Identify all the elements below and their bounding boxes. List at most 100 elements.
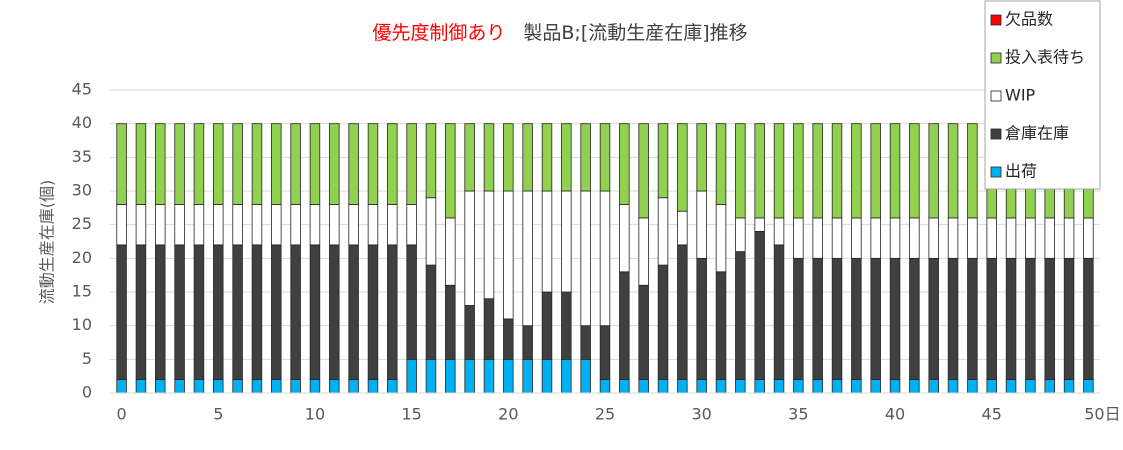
bar-segment [599,325,611,380]
legend-marker [990,90,1002,102]
bar-segment [387,244,398,380]
bar-segment [232,204,243,246]
bar-segment [406,244,417,360]
y-tick-label: 30 [72,181,92,200]
bar-segment [928,123,939,219]
bar-segment [812,257,823,380]
bar-segment [483,298,495,360]
bar-segment [773,123,785,219]
bar-segment [870,379,881,394]
bar-segment [271,123,282,205]
bar-segment [271,244,282,380]
bar-segment [348,244,359,380]
x-tick-label: 40 [885,405,905,424]
bar-segment [174,244,185,380]
bar-segment [889,217,901,259]
bar-segment [1044,257,1055,380]
bar-segment [1063,217,1075,259]
bar-segment [889,379,901,394]
bar-segment [232,379,243,394]
bar-segment [174,204,185,246]
bar-segment [947,257,959,380]
bar-segment [1083,217,1094,259]
bar-segment [909,123,920,219]
bar-segment [580,123,591,192]
x-tick-label: 15 [401,405,421,424]
y-tick-label: 10 [72,315,92,334]
bar-segment [309,244,321,380]
bar-segment [1005,257,1017,380]
bar-segment [155,123,166,205]
y-tick-label: 0 [82,383,92,402]
bar-segment [367,204,379,246]
bar-segment [1063,379,1075,394]
bar-segment [619,123,630,205]
bar-segment [464,123,475,192]
bar-segment [947,217,959,259]
bar-segment [754,379,765,394]
bar-segment [696,123,707,192]
x-tick-label: 20 [498,405,518,424]
y-tick-label: 5 [82,349,92,368]
bar-segment [561,291,572,360]
bar-segment [967,257,978,380]
bar-segment [503,318,514,360]
bar-segment [251,123,263,205]
bar-segment [986,217,997,259]
bar-segment [135,379,147,394]
bar-segment [638,217,649,286]
bar-segment [503,190,514,320]
bar-segment [599,123,611,192]
bar-segment [967,379,978,394]
bar-segment [793,379,804,394]
bar-segment [638,284,649,380]
bar-segment [464,358,475,394]
bar-segment [213,204,224,246]
bar-segment [406,204,417,246]
x-tick-label: 35 [788,405,808,424]
bar-segment [116,204,127,246]
bar-segment [986,379,997,394]
bar-segment [773,244,785,380]
bar-segment [909,257,920,380]
bar-segment [1005,217,1017,259]
legend-marker [990,52,1002,64]
bar-segment [1083,379,1094,394]
bar-segment [445,358,456,394]
title-part: 製品B;[流動生産在庫]推移 [523,22,747,44]
x-tick-label: 10 [305,405,325,424]
bar-segment [657,197,669,266]
bar-segment [309,379,321,394]
bar-segment [522,325,533,360]
bar-segment [135,204,147,246]
bar-segment [793,123,804,219]
bar-segment [425,197,437,266]
bar-segment [677,379,688,394]
bar-segment [1044,379,1055,394]
bar-segment [155,204,166,246]
bar-segment [367,123,379,205]
bar-segment [773,217,785,246]
chart-title: 優先度制御あり 製品B;[流動生産在庫]推移 [372,22,747,44]
bar-segment [851,257,862,380]
bar-segment [715,379,727,394]
bar-segment [619,271,630,380]
bar-segment [561,123,572,192]
x-tick-label: 5 [213,405,223,424]
bar-segment [1005,379,1017,394]
bar-segment [735,123,746,219]
bar-segment [251,204,263,246]
bar-segment [503,123,514,192]
bar-segment [116,244,127,380]
bar-segment [561,358,572,394]
bar-segment [986,257,997,380]
bar-segment [696,257,707,380]
bar-segment [367,379,379,394]
bar-segment [947,379,959,394]
bar-segment [677,123,688,212]
bar-segment [715,123,727,205]
bar-segment [851,123,862,219]
bar-segment [522,123,533,192]
bar-segment [677,244,688,380]
